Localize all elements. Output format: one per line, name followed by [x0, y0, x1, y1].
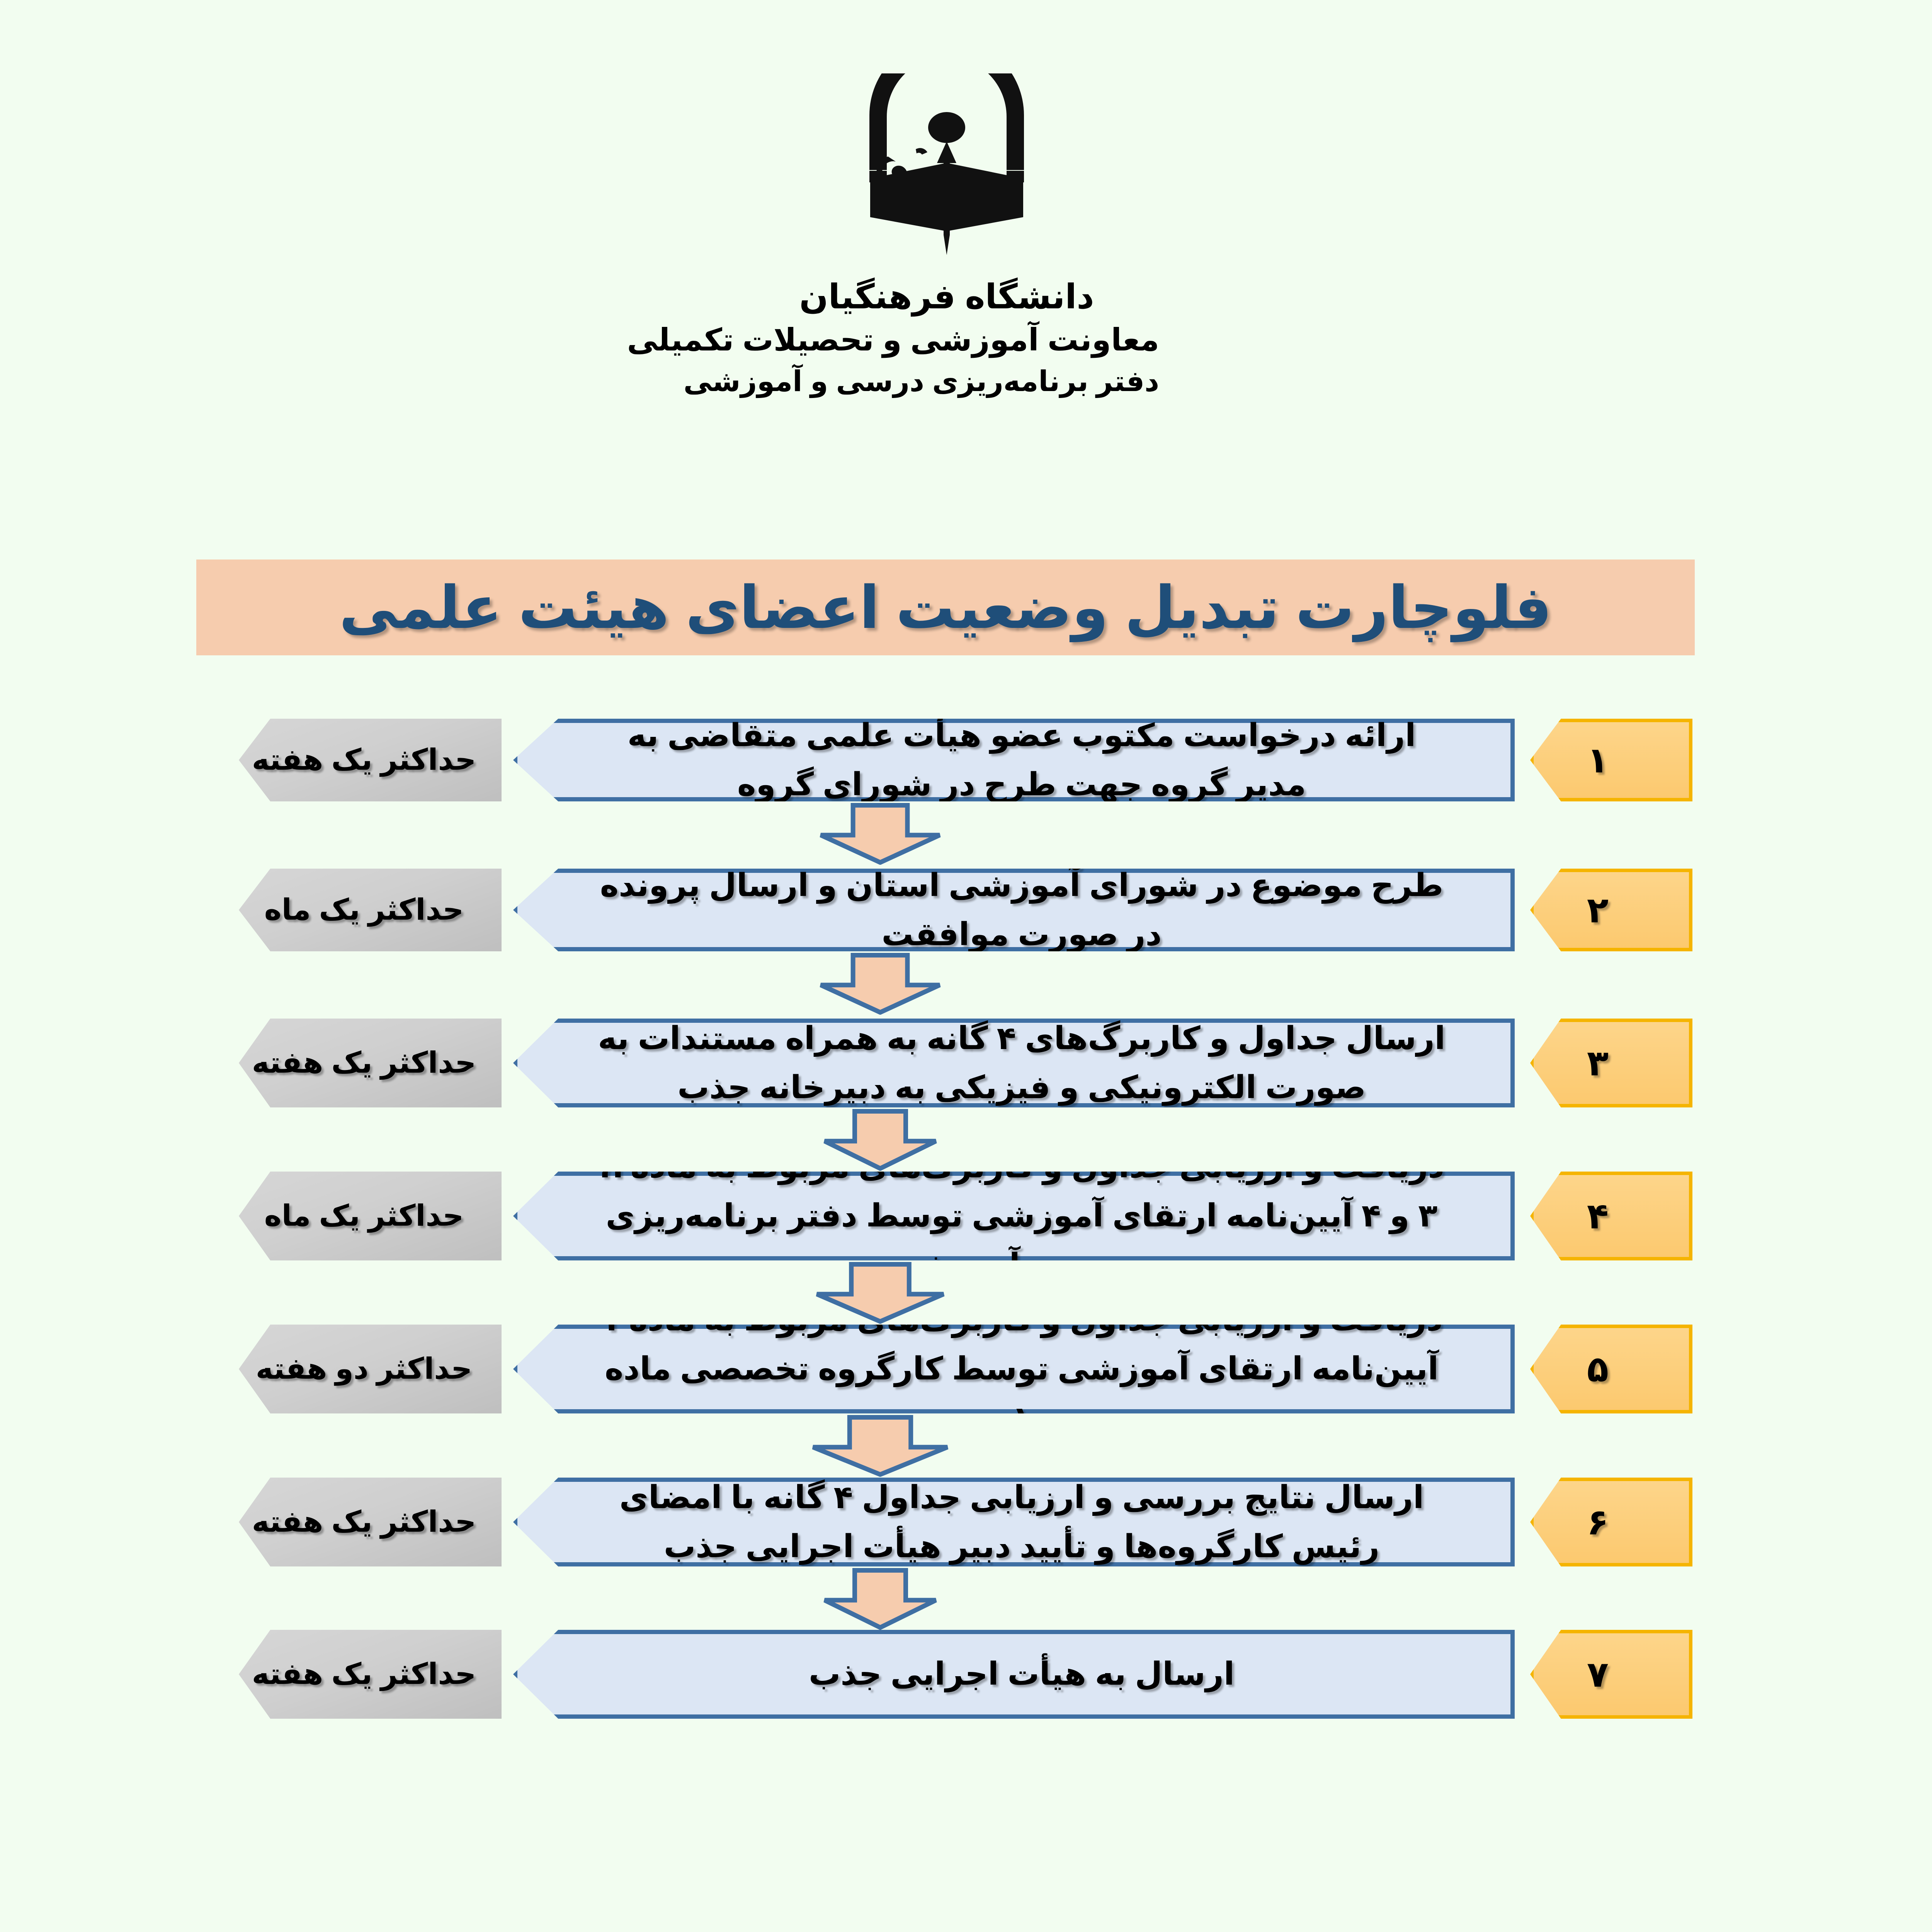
duration-label: حداکثر یک ماه	[264, 1199, 464, 1233]
task-chevron[interactable]: ارسال به هیأت اجرایی جذب	[513, 1630, 1515, 1719]
task-label: ارسال به هیأت اجرایی جذب	[809, 1656, 1235, 1692]
task-chevron[interactable]: دریافت و ارزیابی جداول و کاربرگ‌های مربو…	[513, 1172, 1515, 1260]
flow-arrow-down-icon	[820, 803, 941, 865]
task-label: دریافت و ارزیابی جداول و کاربرگ‌های مربو…	[599, 1149, 1444, 1283]
flow-arrow-down-icon	[816, 1262, 945, 1324]
duration-chevron: حداکثر یک ماه	[239, 1172, 502, 1260]
duration-chevron: حداکثر یک هفته	[239, 1478, 502, 1566]
task-label: ارسال نتایج بررسی و ارزیابی جداول ۴ گانه…	[619, 1480, 1424, 1564]
flow-arrow-down-icon	[820, 953, 941, 1015]
task-label: طرح موضوع در شورای آموزشی استان و ارسال …	[600, 867, 1444, 952]
duration-chevron: حداکثر یک هفته	[239, 1019, 502, 1107]
university-logo-block: دانشگاه فرهنگیان معاونت آموزشی و تحصیلات…	[627, 73, 1159, 397]
step-number: ۶	[1587, 1502, 1609, 1542]
flow-arrow-down-icon	[812, 1415, 949, 1477]
duration-chevron: حداکثر دو هفته	[239, 1325, 502, 1413]
task-chevron[interactable]: طرح موضوع در شورای آموزشی استان و ارسال …	[513, 869, 1515, 951]
task-chevron[interactable]: ارائه درخواست مکتوب عضو هیأت علمی متقاضی…	[513, 719, 1515, 801]
step-number-chevron: ۲	[1530, 869, 1692, 951]
step-number-chevron: ۵	[1530, 1325, 1692, 1413]
duration-chevron: حداکثر یک ماه	[239, 869, 502, 951]
duration-chevron: حداکثر یک هفته	[239, 719, 502, 801]
step-number-chevron: ۶	[1530, 1478, 1692, 1566]
duration-label: حداکثر یک هفته	[252, 743, 476, 777]
duration-label: حداکثر یک ماه	[264, 893, 464, 927]
task-chevron[interactable]: دریافت و ارزیابی جداول و کاربرگ‌های مربو…	[513, 1325, 1515, 1413]
step-number: ۵	[1587, 1349, 1609, 1389]
step-number-chevron: ۴	[1530, 1172, 1692, 1260]
duration-label: حداکثر یک هفته	[252, 1046, 476, 1080]
logo-org-line-3: دفتر برنامه‌ریزی درسی و آموزشی	[683, 365, 1159, 397]
task-label: ارائه درخواست مکتوب عضو هیأت علمی متقاضی…	[627, 718, 1416, 802]
task-label: ارسال جداول و کاربرگ‌های ۴ گانه به همراه…	[598, 1020, 1446, 1105]
step-number: ۲	[1587, 890, 1609, 930]
step-number-chevron: ۷	[1530, 1630, 1692, 1719]
step-number: ۳	[1587, 1043, 1609, 1083]
farhangian-university-logo-icon	[869, 73, 1024, 255]
step-number: ۷	[1587, 1655, 1609, 1694]
logo-org-line-1: دانشگاه فرهنگیان	[799, 277, 1095, 316]
task-label: دریافت و ارزیابی جداول و کاربرگ‌های مربو…	[600, 1302, 1443, 1436]
step-number: ۴	[1587, 1196, 1609, 1236]
logo-org-line-2: معاونت آموزشی و تحصیلات تکمیلی	[627, 323, 1159, 357]
duration-label: حداکثر دو هفته	[255, 1352, 473, 1386]
duration-label: حداکثر یک هفته	[252, 1505, 476, 1539]
step-number: ۱	[1587, 740, 1609, 780]
document-header: دانشگاه فرهنگیان معاونت آموزشی و تحصیلات…	[0, 0, 1932, 510]
task-chevron[interactable]: ارسال جداول و کاربرگ‌های ۴ گانه به همراه…	[513, 1019, 1515, 1107]
title-banner: فلوچارت تبدیل وضعیت اعضای هیئت علمی	[196, 560, 1695, 655]
step-number-chevron: ۱	[1530, 719, 1692, 801]
flow-arrow-down-icon	[823, 1109, 937, 1171]
duration-label: حداکثر یک هفته	[252, 1658, 476, 1691]
duration-chevron: حداکثر یک هفته	[239, 1630, 502, 1719]
page-title: فلوچارت تبدیل وضعیت اعضای هیئت علمی	[339, 575, 1553, 641]
task-chevron[interactable]: ارسال نتایج بررسی و ارزیابی جداول ۴ گانه…	[513, 1478, 1515, 1566]
step-number-chevron: ۳	[1530, 1019, 1692, 1107]
flow-arrow-down-icon	[823, 1568, 937, 1630]
